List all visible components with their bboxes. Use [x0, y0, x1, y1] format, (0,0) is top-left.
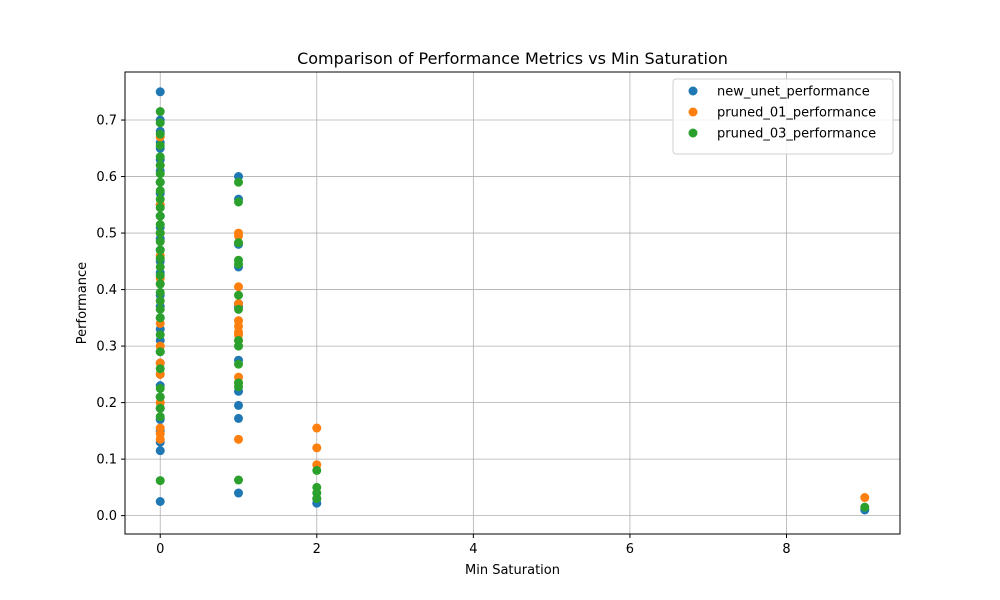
- y-tick-label: 0.4: [96, 283, 117, 298]
- point-pruned-03-performance: [234, 382, 244, 392]
- point-pruned-03-performance: [155, 476, 165, 486]
- legend-marker: [688, 107, 698, 117]
- point-pruned-03-performance: [155, 152, 165, 162]
- point-pruned-03-performance: [155, 169, 165, 179]
- point-pruned-03-performance: [155, 270, 165, 280]
- grid: [125, 72, 900, 534]
- point-pruned-03-performance: [155, 403, 165, 413]
- point-pruned-03-performance: [155, 237, 165, 247]
- y-tick-label: 0.7: [96, 114, 117, 129]
- point-pruned-03-performance: [155, 211, 165, 221]
- point-pruned-03-performance: [155, 262, 165, 272]
- point-pruned-03-performance: [155, 347, 165, 357]
- point-pruned-01-performance: [234, 282, 244, 292]
- point-pruned-03-performance: [155, 304, 165, 314]
- point-pruned-01-performance: [860, 493, 870, 503]
- point-pruned-03-performance: [155, 392, 165, 402]
- point-pruned-03-performance: [155, 279, 165, 289]
- y-axis-label: Performance: [75, 262, 90, 344]
- point-pruned-01-performance: [312, 423, 322, 433]
- point-pruned-03-performance: [155, 364, 165, 374]
- y-tick-label: 0.0: [96, 509, 117, 524]
- point-pruned-03-performance: [234, 290, 244, 300]
- point-pruned-03-performance: [155, 412, 165, 422]
- point-pruned-03-performance: [155, 107, 165, 117]
- point-pruned-03-performance: [155, 160, 165, 170]
- point-pruned-03-performance: [155, 313, 165, 323]
- y-tick-label: 0.1: [96, 453, 117, 468]
- point-pruned-03-performance: [155, 330, 165, 340]
- data-points: [155, 87, 870, 515]
- point-pruned-03-performance: [155, 383, 165, 393]
- point-pruned-03-performance: [155, 296, 165, 306]
- point-pruned-03-performance: [234, 475, 244, 485]
- point-pruned-01-performance: [155, 434, 165, 444]
- plot-frame: [124, 71, 901, 535]
- point-pruned-03-performance: [155, 253, 165, 263]
- chart-title: Comparison of Performance Metrics vs Min…: [297, 49, 728, 68]
- point-pruned-03-performance: [234, 341, 244, 351]
- x-tick-label: 0: [156, 542, 164, 557]
- point-pruned-03-performance: [234, 177, 244, 187]
- point-pruned-03-performance: [155, 129, 165, 139]
- point-pruned-03-performance: [234, 304, 244, 314]
- legend-label: pruned_01_performance: [717, 106, 876, 121]
- point-pruned-01-performance: [312, 443, 322, 453]
- point-new-unet-performance: [155, 446, 165, 456]
- legend: new_unet_performance pruned_01_performanc…: [672, 78, 894, 155]
- point-pruned-03-performance: [312, 465, 322, 475]
- legend-marker: [688, 86, 698, 96]
- x-tick-label: 4: [469, 542, 477, 557]
- x-axis-label: Min Saturation: [465, 563, 560, 578]
- y-tick-label: 0.3: [96, 340, 117, 355]
- point-pruned-03-performance: [155, 245, 165, 255]
- point-pruned-03-performance: [155, 140, 165, 150]
- point-new-unet-performance: [234, 400, 244, 410]
- point-pruned-03-performance: [155, 177, 165, 187]
- point-pruned-03-performance: [234, 238, 244, 248]
- legend-marker: [688, 128, 698, 138]
- x-tick-label: 6: [626, 542, 634, 557]
- point-pruned-03-performance: [155, 118, 165, 128]
- y-tick-label: 0.2: [96, 396, 117, 411]
- point-pruned-03-performance: [860, 502, 870, 512]
- axis-ticks: 0 2 4 6 8 0.0 0.1 0.2 0.3 0.4 0.5 0.6 0.7: [96, 114, 790, 557]
- x-tick-label: 2: [313, 542, 321, 557]
- y-tick-label: 0.5: [96, 227, 117, 242]
- point-pruned-03-performance: [155, 186, 165, 196]
- point-pruned-03-performance: [234, 259, 244, 269]
- point-pruned-03-performance: [312, 494, 322, 504]
- point-new-unet-performance: [155, 87, 165, 97]
- x-tick-label: 8: [782, 542, 790, 557]
- point-pruned-03-performance: [234, 359, 244, 369]
- point-pruned-01-performance: [234, 231, 244, 241]
- point-pruned-03-performance: [155, 194, 165, 204]
- point-pruned-03-performance: [155, 220, 165, 230]
- legend-label: pruned_03_performance: [717, 127, 876, 142]
- y-tick-label: 0.6: [96, 170, 117, 185]
- legend-box: [672, 78, 894, 155]
- point-pruned-03-performance: [155, 228, 165, 238]
- point-pruned-03-performance: [155, 203, 165, 213]
- point-pruned-03-performance: [155, 287, 165, 297]
- point-new-unet-performance: [234, 488, 244, 498]
- legend-label: new_unet_performance: [717, 85, 870, 100]
- point-new-unet-performance: [155, 497, 165, 507]
- point-new-unet-performance: [234, 413, 244, 423]
- point-pruned-03-performance: [234, 197, 244, 207]
- point-pruned-01-performance: [234, 434, 244, 444]
